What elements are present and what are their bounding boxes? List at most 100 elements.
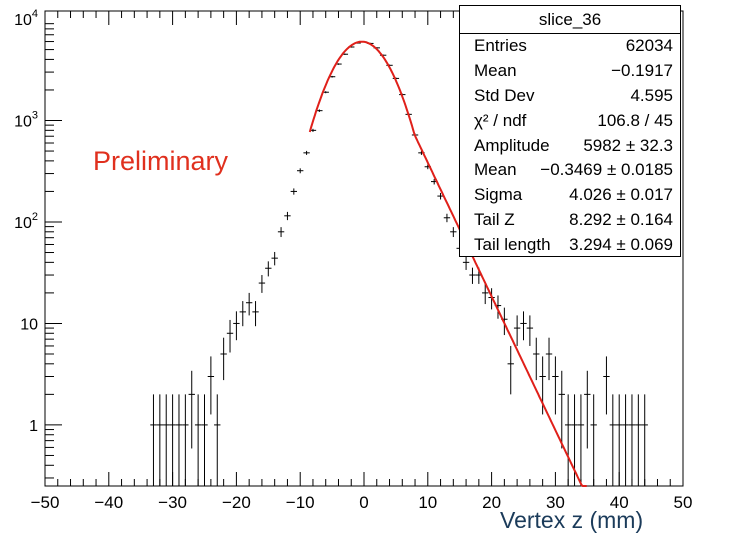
data-point xyxy=(564,394,572,486)
data-point xyxy=(258,275,266,293)
data-point xyxy=(207,356,215,415)
stats-value: 62034 xyxy=(625,36,673,55)
stats-label: Entries xyxy=(474,36,527,55)
data-point xyxy=(469,267,476,284)
x-tick-label: 10 xyxy=(418,493,437,512)
stats-value: −0.3469 ± 0.0185 xyxy=(540,160,673,180)
data-point xyxy=(533,337,540,381)
stats-row: Sigma 4.026 ± 0.017 xyxy=(460,183,680,208)
y-tick-label: 104 xyxy=(14,8,38,29)
data-point xyxy=(616,394,623,486)
x-tick-label: −50 xyxy=(31,493,60,512)
data-point xyxy=(552,356,559,415)
x-tick-label: 0 xyxy=(359,493,368,512)
stats-value: 3.294 ± 0.069 xyxy=(569,235,673,255)
data-point xyxy=(635,394,642,486)
stats-label: Mean xyxy=(474,60,517,80)
stats-row: Tail length 3.294 ± 0.069 xyxy=(460,233,680,258)
preliminary-label: Preliminary xyxy=(93,146,229,176)
fit-curve xyxy=(308,40,587,487)
stats-row: Std Dev 4.595 xyxy=(460,84,680,109)
data-point xyxy=(609,394,617,486)
data-point xyxy=(539,356,546,415)
stats-row: Mean −0.3469 ± 0.0185 xyxy=(460,158,680,183)
data-point xyxy=(462,255,470,270)
data-point xyxy=(182,394,189,486)
data-point xyxy=(226,319,234,353)
x-tick-label: 30 xyxy=(546,493,565,512)
data-point xyxy=(577,394,585,486)
x-tick-label: 20 xyxy=(482,493,501,512)
x-tick-label: −40 xyxy=(94,493,123,512)
x-tick-label: −30 xyxy=(158,493,187,512)
data-point xyxy=(277,227,285,238)
stats-row: Entries 62034 xyxy=(460,34,680,59)
stats-label: Amplitude xyxy=(474,135,550,155)
data-point xyxy=(520,311,527,341)
data-point xyxy=(450,227,457,238)
data-point xyxy=(297,168,304,174)
y-tick-label: 103 xyxy=(14,110,38,131)
data-point xyxy=(233,311,240,341)
stats-row: Amplitude 5982 ± 32.3 xyxy=(460,134,680,159)
x-tick-label: 40 xyxy=(610,493,629,512)
stats-title: slice_36 xyxy=(460,6,680,34)
data-point xyxy=(220,337,227,381)
stats-value: 4.595 xyxy=(630,85,673,105)
data-point xyxy=(482,284,489,305)
y-tick-label: 10 xyxy=(20,316,38,333)
stats-label: Std Dev xyxy=(474,85,535,105)
stats-value: 106.8 / 45 xyxy=(597,110,673,130)
data-point xyxy=(513,315,521,346)
stats-label: χ² / ndf xyxy=(474,110,527,130)
data-point xyxy=(507,345,514,395)
stats-value: −0.1917 xyxy=(611,60,673,80)
stats-row: Tail Z 8.292 ± 0.164 xyxy=(460,208,680,233)
x-tick-label: −20 xyxy=(222,493,251,512)
stats-value: 4.026 ± 0.017 xyxy=(569,185,673,205)
stats-label: Tail length xyxy=(474,235,551,255)
data-point xyxy=(201,394,208,486)
data-point xyxy=(271,251,278,266)
stats-box: slice_36 Entries 62034 Mean −0.1917 Std Dev 4… xyxy=(459,5,681,257)
data-point xyxy=(239,301,246,327)
data-point xyxy=(169,394,176,486)
data-point xyxy=(558,370,565,449)
stats-label: Sigma xyxy=(474,185,523,205)
x-axis-title: Vertex z (mm) xyxy=(500,507,644,533)
data-point xyxy=(303,150,310,155)
data-point xyxy=(188,370,195,449)
data-point xyxy=(284,211,291,221)
data-point xyxy=(265,261,272,277)
data-point xyxy=(156,394,164,486)
x-tick-label: 50 xyxy=(674,493,693,512)
data-point xyxy=(252,301,259,327)
data-point xyxy=(622,394,629,486)
data-point xyxy=(175,394,183,486)
data-point xyxy=(443,213,451,223)
stats-value: 8.292 ± 0.164 xyxy=(569,210,673,230)
stats-row: Mean −0.1917 xyxy=(460,59,680,84)
data-point xyxy=(214,394,221,486)
y-tick-label: 1 xyxy=(29,418,38,435)
data-point xyxy=(641,394,648,486)
data-point xyxy=(526,315,534,346)
stats-rows: Entries 62034 Mean −0.1917 Std Dev 4.595 χ² / … xyxy=(460,34,680,258)
data-point xyxy=(245,292,253,316)
stats-label: Tail Z xyxy=(474,210,515,230)
stats-value: 5982 ± 32.3 xyxy=(583,135,673,155)
data-point xyxy=(590,394,597,486)
data-point xyxy=(603,356,610,415)
data-point xyxy=(150,394,157,486)
data-point xyxy=(628,394,636,486)
stats-row: χ² / ndf 106.8 / 45 xyxy=(460,109,680,134)
data-point xyxy=(163,394,170,486)
stats-label: Mean xyxy=(474,160,517,180)
data-point xyxy=(584,370,591,449)
data-point xyxy=(194,394,202,486)
x-tick-label: −10 xyxy=(286,493,315,512)
data-point xyxy=(290,188,298,195)
data-point xyxy=(545,337,553,381)
y-tick-label: 102 xyxy=(14,211,38,232)
